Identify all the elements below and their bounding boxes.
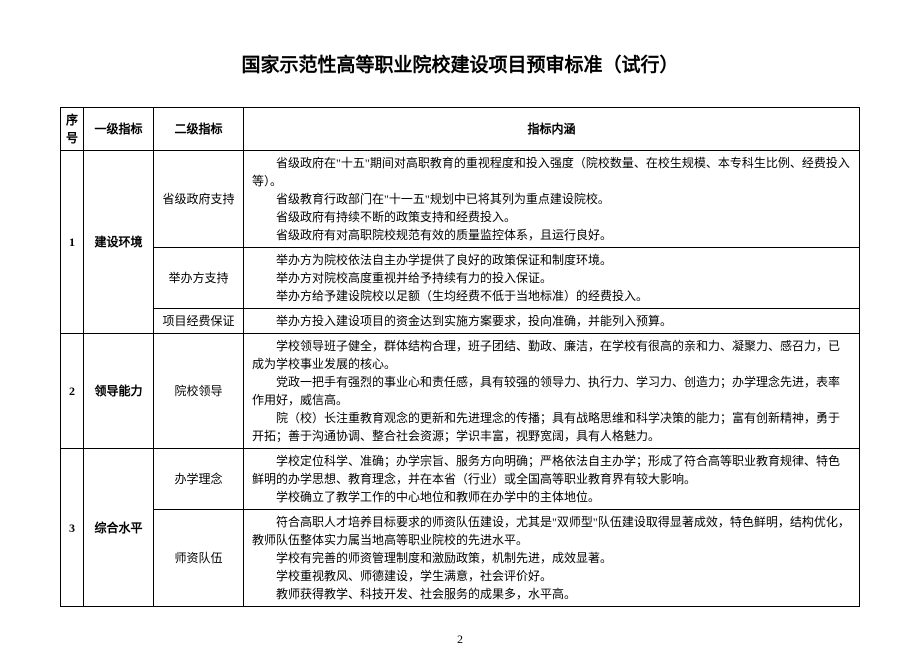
content-paragraph: 省级教育行政部门在"十一五"规划中已将其列为重点建设院校。 [252,190,851,208]
level2-indicator: 师资队伍 [154,510,244,607]
level1-indicator: 建设环境 [84,151,154,334]
header-level2: 二级指标 [154,108,244,151]
level2-indicator: 举办方支持 [154,248,244,309]
content-paragraph: 学校定位科学、准确；办学宗旨、服务方向明确；严格依法自主办学；形成了符合高等职业… [252,452,851,488]
indicator-content: 举办方投入建设项目的资金达到实施方案要求，投向准确，并能列入预算。 [244,309,860,334]
content-paragraph: 学校确立了教学工作的中心地位和教师在办学中的主体地位。 [252,488,851,506]
indicator-content: 符合高职人才培养目标要求的师资队伍建设，尤其是"双师型"队伍建设取得显著成效，特… [244,510,860,607]
row-number: 3 [61,449,84,607]
level2-indicator: 省级政府支持 [154,151,244,248]
table-row: 举办方支持举办方为院校依法自主办学提供了良好的政策保证和制度环境。举办方对院校高… [61,248,860,309]
content-paragraph: 省级政府在"十五"期间对高职教育的重视程度和投入强度（院校数量、在校生规模、本专… [252,154,851,190]
document-title: 国家示范性高等职业院校建设项目预审标准（试行） [60,50,860,77]
header-level1: 一级指标 [84,108,154,151]
content-paragraph: 教师获得教学、科技开发、社会服务的成果多，水平高。 [252,585,851,603]
content-paragraph: 举办方对院校高度重视并给予持续有力的投入保证。 [252,269,851,287]
content-paragraph: 举办方为院校依法自主办学提供了良好的政策保证和制度环境。 [252,251,851,269]
level2-indicator: 院校领导 [154,334,244,449]
indicator-content: 举办方为院校依法自主办学提供了良好的政策保证和制度环境。举办方对院校高度重视并给… [244,248,860,309]
content-paragraph: 举办方投入建设项目的资金达到实施方案要求，投向准确，并能列入预算。 [252,312,851,330]
table-row: 师资队伍符合高职人才培养目标要求的师资队伍建设，尤其是"双师型"队伍建设取得显著… [61,510,860,607]
table-row: 项目经费保证举办方投入建设项目的资金达到实施方案要求，投向准确，并能列入预算。 [61,309,860,334]
header-content: 指标内涵 [244,108,860,151]
content-paragraph: 学校重视教风、师德建设，学生满意，社会评价好。 [252,567,851,585]
indicator-content: 省级政府在"十五"期间对高职教育的重视程度和投入强度（院校数量、在校生规模、本专… [244,151,860,248]
header-num: 序号 [61,108,84,151]
content-paragraph: 举办方给予建设院校以足额（生均经费不低于当地标准）的经费投入。 [252,287,851,305]
row-number: 2 [61,334,84,449]
level2-indicator: 办学理念 [154,449,244,510]
content-paragraph: 院（校）长注重教育观念的更新和先进理念的传播；具有战略思维和科学决策的能力；富有… [252,409,851,445]
content-paragraph: 省级政府有对高职院校规范有效的质量监控体系，且运行良好。 [252,226,851,244]
level1-indicator: 综合水平 [84,449,154,607]
content-paragraph: 省级政府有持续不断的政策支持和经费投入。 [252,208,851,226]
table-row: 3综合水平办学理念学校定位科学、准确；办学宗旨、服务方向明确；严格依法自主办学；… [61,449,860,510]
content-paragraph: 符合高职人才培养目标要求的师资队伍建设，尤其是"双师型"队伍建设取得显著成效，特… [252,513,851,549]
level2-indicator: 项目经费保证 [154,309,244,334]
content-paragraph: 党政一把手有强烈的事业心和责任感，具有较强的领导力、执行力、学习力、创造力；办学… [252,373,851,409]
content-paragraph: 学校领导班子健全，群体结构合理，班子团结、勤政、廉洁，在学校有很高的亲和力、凝聚… [252,337,851,373]
page-number: 2 [60,632,860,647]
level1-indicator: 领导能力 [84,334,154,449]
row-number: 1 [61,151,84,334]
indicator-content: 学校定位科学、准确；办学宗旨、服务方向明确；严格依法自主办学；形成了符合高等职业… [244,449,860,510]
table-row: 2领导能力院校领导学校领导班子健全，群体结构合理，班子团结、勤政、廉洁，在学校有… [61,334,860,449]
content-paragraph: 学校有完善的师资管理制度和激励政策，机制先进，成效显著。 [252,549,851,567]
standards-table: 序号 一级指标 二级指标 指标内涵 1建设环境省级政府支持省级政府在"十五"期间… [60,107,860,607]
indicator-content: 学校领导班子健全，群体结构合理，班子团结、勤政、廉洁，在学校有很高的亲和力、凝聚… [244,334,860,449]
table-row: 1建设环境省级政府支持省级政府在"十五"期间对高职教育的重视程度和投入强度（院校… [61,151,860,248]
